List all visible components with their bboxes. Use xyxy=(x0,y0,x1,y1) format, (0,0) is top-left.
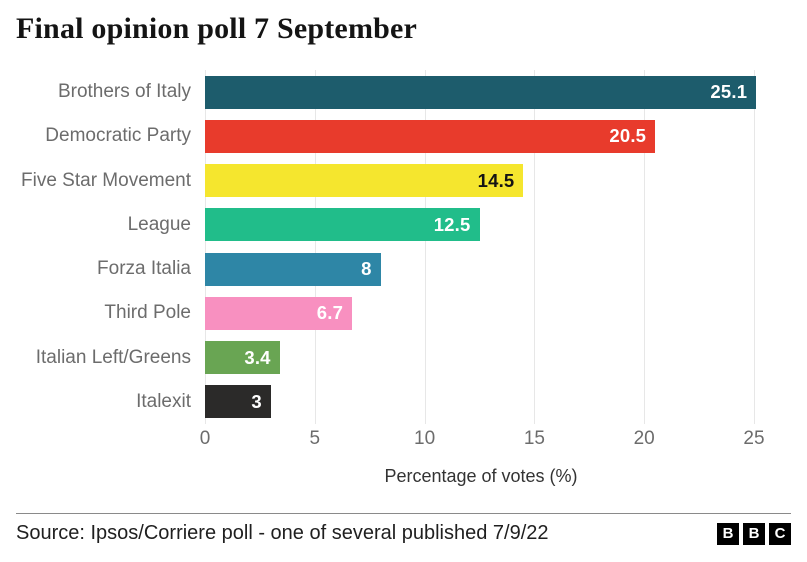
source-text: Source: Ipsos/Corriere poll - one of sev… xyxy=(16,522,549,544)
bar-track: 12.5 xyxy=(205,208,807,242)
bar-label: Five Star Movement xyxy=(21,169,191,191)
bar-value-label: 12.5 xyxy=(433,213,471,235)
x-tick-label: 10 xyxy=(414,428,436,449)
bar-track: 25.1 xyxy=(205,75,807,109)
bar-label: Forza Italia xyxy=(97,258,191,280)
bar-row: Third Pole 6.7 xyxy=(0,291,807,335)
bar-rows: Brothers of Italy 25.1 Democratic Party 20.… xyxy=(0,70,807,424)
bar: 20.5 xyxy=(205,119,656,153)
bar-track: 3 xyxy=(205,385,807,419)
bar-label: League xyxy=(127,213,191,235)
bar-label: Italexit xyxy=(136,390,191,412)
bar: 8 xyxy=(205,252,381,286)
bar-value-label: 8 xyxy=(361,258,372,280)
bar-label: Democratic Party xyxy=(45,125,191,147)
bar-row: Democratic Party 20.5 xyxy=(0,114,807,158)
x-axis-ticks: 0 5 10 15 20 25 xyxy=(200,428,785,452)
footer-divider xyxy=(16,513,791,514)
bar-track: 3.4 xyxy=(205,341,807,375)
bar-label: Italian Left/Greens xyxy=(35,346,191,368)
bar: 14.5 xyxy=(205,164,524,198)
x-tick-label: 25 xyxy=(743,428,765,449)
bar-row: League 12.5 xyxy=(0,203,807,247)
x-tick-label: 15 xyxy=(523,428,545,449)
bar: 6.7 xyxy=(205,296,353,330)
bar-row: Five Star Movement 14.5 xyxy=(0,159,807,203)
bar: 12.5 xyxy=(205,208,480,242)
x-tick-label: 5 xyxy=(309,428,321,449)
bar-track: 14.5 xyxy=(205,164,807,198)
x-tick-label: 20 xyxy=(633,428,655,449)
bar-label: Brothers of Italy xyxy=(57,81,191,103)
bar-track: 8 xyxy=(205,252,807,286)
bbc-logo-block: C xyxy=(769,522,791,545)
bar-value-label: 6.7 xyxy=(316,302,344,324)
x-axis-label: Percentage of votes (%) xyxy=(384,466,578,486)
bar-row: Forza Italia 8 xyxy=(0,247,807,291)
footer: Source: Ipsos/Corriere poll - one of sev… xyxy=(16,522,791,545)
bar-value-label: 20.5 xyxy=(609,125,647,147)
bar: 3.4 xyxy=(205,341,280,375)
bar-value-label: 3.4 xyxy=(244,346,271,368)
bar-track: 20.5 xyxy=(205,119,807,153)
bar: 25.1 xyxy=(205,75,757,109)
bbc-logo-block: B xyxy=(743,522,765,545)
bbc-logo-block: B xyxy=(717,522,739,545)
chart-title: Final opinion poll 7 September xyxy=(16,12,418,45)
bar-value-label: 3 xyxy=(251,390,262,412)
bar: 3 xyxy=(205,385,271,419)
bar-row: Brothers of Italy 25.1 xyxy=(0,70,807,114)
bar-row: Italian Left/Greens 3.4 xyxy=(0,336,807,380)
bar-value-label: 25.1 xyxy=(710,81,748,103)
plot-area: Brothers of Italy 25.1 Democratic Party 20.… xyxy=(0,70,807,424)
bar-row: Italexit 3 xyxy=(0,380,807,424)
x-tick-label: 0 xyxy=(199,428,211,449)
bar-track: 6.7 xyxy=(205,296,807,330)
bar-label: Third Pole xyxy=(104,302,191,324)
bar-value-label: 14.5 xyxy=(477,169,515,191)
